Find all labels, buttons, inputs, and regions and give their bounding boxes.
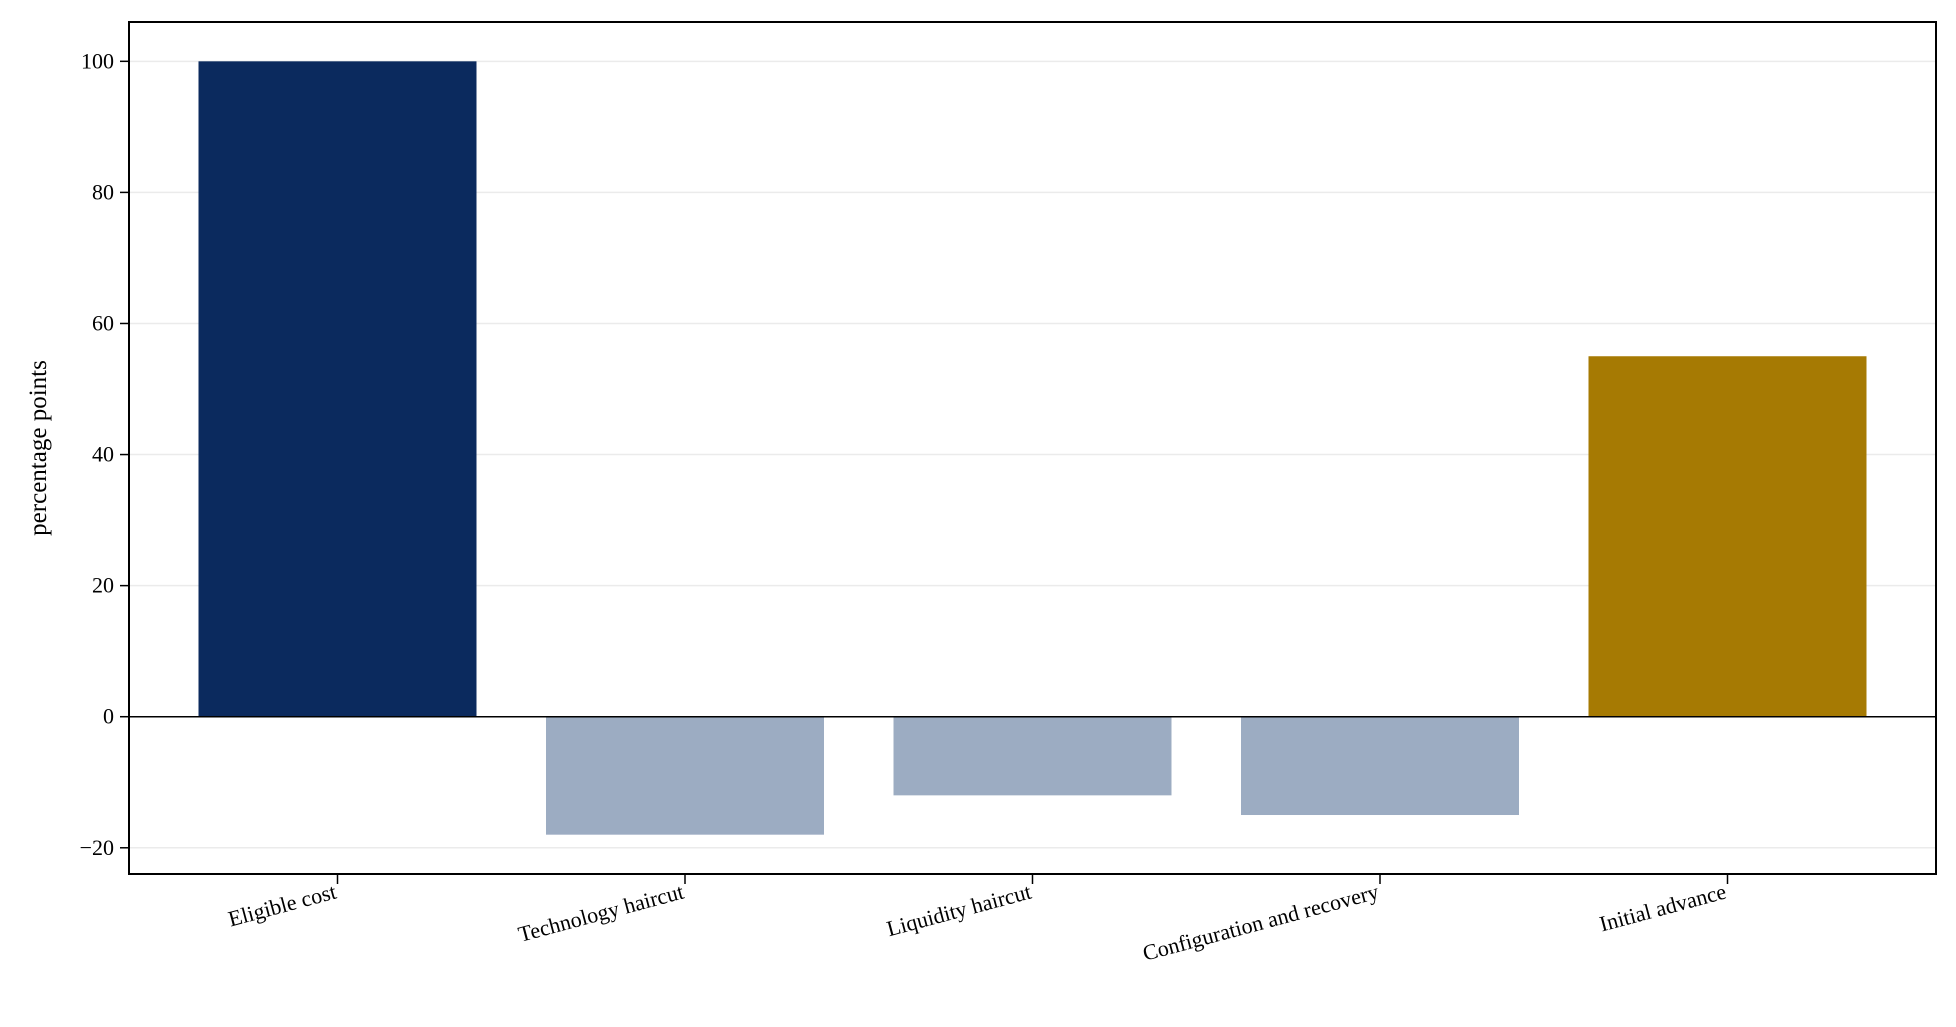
bar bbox=[546, 716, 824, 835]
x-tick-label: Configuration and recovery bbox=[1140, 879, 1381, 966]
x-tick-label: Technology haircut bbox=[515, 879, 686, 947]
bar bbox=[893, 716, 1172, 796]
y-tick-label: 40 bbox=[92, 442, 114, 467]
y-tick-label: −20 bbox=[80, 835, 114, 860]
bar bbox=[198, 61, 477, 717]
y-tick-label: 0 bbox=[103, 704, 114, 729]
x-tick-label: Liquidity haircut bbox=[884, 879, 1034, 942]
bars bbox=[198, 61, 1867, 835]
y-axis: −20 0 20 40 60 80 100 bbox=[80, 48, 129, 860]
x-axis: Eligible cost Technology haircut Liquidity… bbox=[225, 874, 1729, 966]
y-axis-label: percentage points bbox=[25, 360, 52, 536]
y-tick-label: 20 bbox=[92, 573, 114, 598]
x-tick-label: Eligible cost bbox=[225, 879, 338, 932]
bar bbox=[1241, 716, 1519, 816]
y-tick-label: 80 bbox=[92, 179, 114, 204]
x-tick-label: Initial advance bbox=[1597, 879, 1729, 937]
y-tick-label: 100 bbox=[81, 48, 114, 73]
bar bbox=[1588, 356, 1867, 717]
y-tick-label: 60 bbox=[92, 310, 114, 335]
